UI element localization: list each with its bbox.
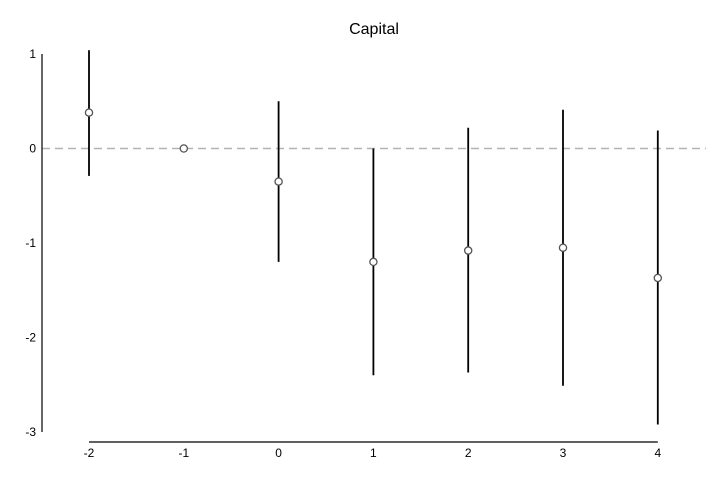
x-tick-label: 1 bbox=[370, 446, 377, 460]
y-tick-label: -1 bbox=[25, 236, 36, 250]
x-tick-label: 2 bbox=[465, 446, 472, 460]
y-tick-label: -2 bbox=[25, 331, 36, 345]
chart-title: Capital bbox=[349, 21, 399, 38]
x-tick-label: -2 bbox=[84, 446, 95, 460]
point-estimate-marker bbox=[275, 178, 282, 185]
tick-labels-layer: 1 0 -1 -2 -3 -2 -1 0 1 2 3 4 bbox=[25, 47, 661, 460]
y-tick-label: -3 bbox=[25, 425, 36, 439]
x-tick-label: -1 bbox=[178, 446, 189, 460]
y-tick-label: 1 bbox=[29, 47, 36, 61]
x-tick-label: 0 bbox=[275, 446, 282, 460]
point-estimate-marker bbox=[370, 258, 377, 265]
point-estimate-marker bbox=[654, 274, 661, 281]
error-bars-layer bbox=[89, 50, 658, 424]
point-estimate-marker bbox=[559, 244, 566, 251]
x-tick-label: 3 bbox=[560, 446, 567, 460]
y-tick-label: 0 bbox=[29, 142, 36, 156]
point-estimate-marker bbox=[180, 145, 187, 152]
x-tick-label: 4 bbox=[654, 446, 661, 460]
point-estimate-marker bbox=[85, 109, 92, 116]
point-estimate-marker bbox=[465, 247, 472, 254]
